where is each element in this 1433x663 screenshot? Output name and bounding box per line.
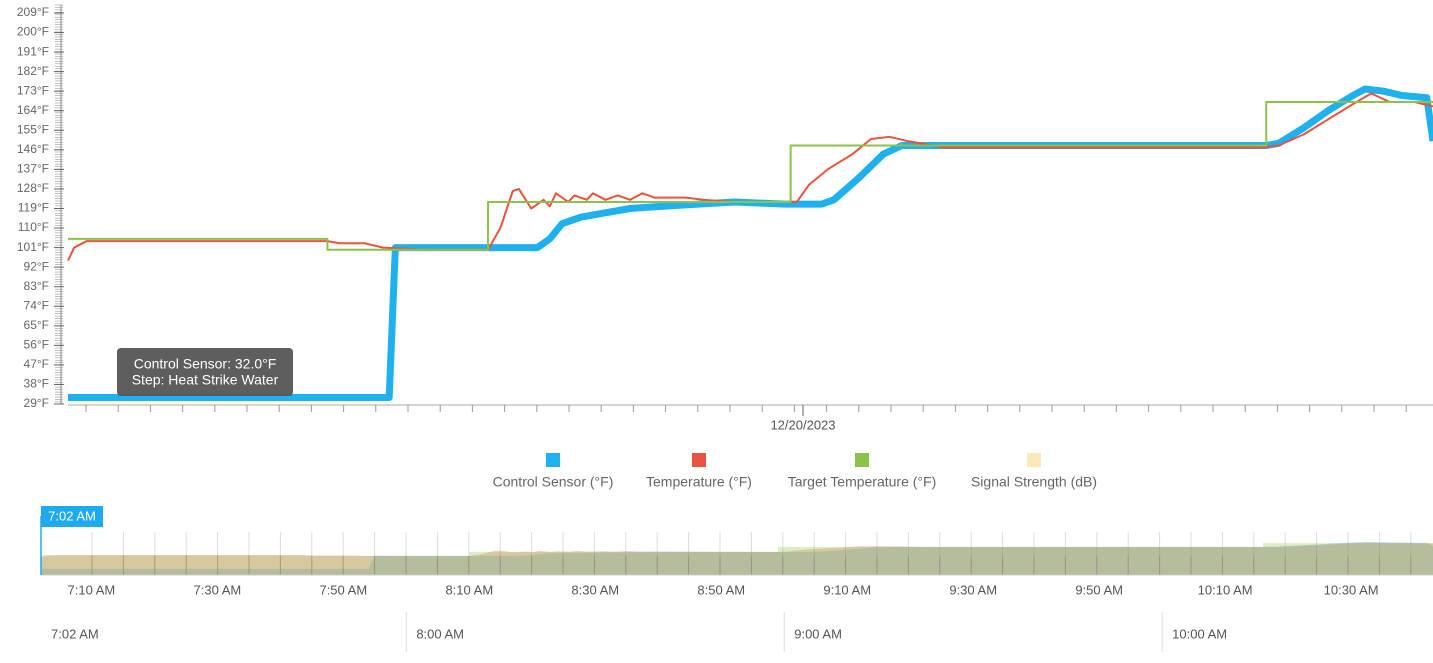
nav-major-label: 9:00 AM: [794, 626, 842, 641]
nav-major-label: 10:00 AM: [1172, 626, 1227, 641]
nav-tick-label: 7:10 AM: [68, 582, 116, 597]
nav-area: [41, 541, 1433, 575]
nav-tick-label: 7:30 AM: [194, 582, 242, 597]
nav-tick-label: 8:10 AM: [445, 582, 493, 597]
y-tick-label: 164°F: [17, 103, 49, 117]
legend-swatch: [1027, 453, 1041, 467]
nav-tick-label: 10:10 AM: [1198, 582, 1253, 597]
tooltip-text: Step: Heat Strike Water: [132, 372, 279, 388]
nav-badge: [41, 506, 103, 527]
nav-tick-label: 10:30 AM: [1324, 582, 1379, 597]
y-tick-label: 173°F: [17, 83, 49, 97]
y-tick-label: 65°F: [24, 318, 49, 332]
nav-tick-label: 9:30 AM: [949, 582, 997, 597]
nav-major-label: 7:02 AM: [51, 626, 99, 641]
y-tick-label: 92°F: [24, 259, 49, 273]
y-tick-label: 83°F: [24, 279, 49, 293]
y-tick-label: 146°F: [17, 142, 49, 156]
y-tick-label: 74°F: [24, 298, 49, 312]
legend-label[interactable]: Target Temperature (°F): [788, 474, 937, 490]
y-tick-label: 209°F: [17, 5, 49, 19]
legend-label[interactable]: Signal Strength (dB): [971, 474, 1097, 490]
line-series: [67, 92, 1433, 262]
y-tick-label: 137°F: [17, 162, 49, 176]
y-tick-label: 182°F: [17, 64, 49, 78]
y-tick-label: 47°F: [24, 357, 49, 371]
nav-area: [41, 543, 1433, 575]
y-tick-label: 191°F: [17, 44, 49, 58]
nav-tick-label: 8:50 AM: [697, 582, 745, 597]
tooltip-text: Control Sensor: 32.0°F: [134, 356, 277, 372]
y-tick-label: 155°F: [17, 122, 49, 136]
nav-area: [41, 542, 1433, 575]
nav-tick-label: 8:30 AM: [571, 582, 619, 597]
legend-swatch: [855, 453, 869, 467]
y-tick-label: 38°F: [24, 377, 49, 391]
line-series: [68, 101, 1433, 251]
date-label: 12/20/2023: [770, 417, 835, 432]
line-series: [68, 85, 1433, 401]
y-tick-label: 56°F: [24, 338, 49, 352]
legend-swatch: [692, 453, 706, 467]
y-tick-label: 110°F: [18, 220, 49, 234]
nav-badge-text: 7:02 AM: [48, 508, 96, 523]
legend-label[interactable]: Control Sensor (°F): [493, 474, 614, 490]
legend-label[interactable]: Temperature (°F): [646, 474, 752, 490]
y-tick-label: 119°F: [18, 201, 49, 215]
legend-swatch: [546, 453, 560, 467]
y-tick-label: 29°F: [24, 396, 49, 410]
nav-tick-label: 9:10 AM: [823, 582, 871, 597]
tooltip-box: [117, 348, 293, 396]
nav-major-label: 8:00 AM: [416, 626, 464, 641]
y-tick-label: 101°F: [17, 240, 49, 254]
y-tick-label: 200°F: [17, 25, 49, 39]
nav-tick-label: 7:50 AM: [319, 582, 367, 597]
nav-tick-label: 9:50 AM: [1075, 582, 1123, 597]
y-tick-label: 128°F: [17, 181, 49, 195]
